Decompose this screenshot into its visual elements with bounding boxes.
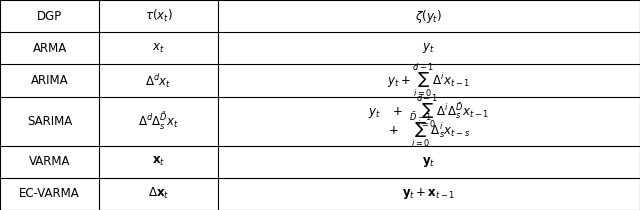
Text: $y_t + \sum_{i=0}^{d-1} \Delta^i x_{t-1}$: $y_t + \sum_{i=0}^{d-1} \Delta^i x_{t-1}… xyxy=(387,62,470,99)
Text: $x_t$: $x_t$ xyxy=(152,42,164,55)
Text: ARMA: ARMA xyxy=(33,42,67,55)
Text: $\mathbf{x}_t$: $\mathbf{x}_t$ xyxy=(152,155,165,168)
Text: $\zeta(y_t)$: $\zeta(y_t)$ xyxy=(415,8,442,25)
Text: VARMA: VARMA xyxy=(29,155,70,168)
Text: $y_t \quad+\quad \sum_{i=0}^{d-1} \Delta^i \Delta_s^{\bar{D}} x_{t-1}$: $y_t \quad+\quad \sum_{i=0}^{d-1} \Delta… xyxy=(368,93,490,130)
Text: SARIMA: SARIMA xyxy=(27,115,72,128)
Text: $+\quad \sum_{i=0}^{\bar{D}-1} \Delta_s^i x_{t-s}$: $+\quad \sum_{i=0}^{\bar{D}-1} \Delta_s^… xyxy=(388,111,470,149)
Text: DGP: DGP xyxy=(37,10,62,23)
Text: $y_t$: $y_t$ xyxy=(422,41,435,55)
Text: $\mathbf{y}_t$: $\mathbf{y}_t$ xyxy=(422,155,435,169)
Text: $\tau(x_t)$: $\tau(x_t)$ xyxy=(145,8,172,24)
Text: $\Delta^d x_t$: $\Delta^d x_t$ xyxy=(145,72,172,89)
Text: ARIMA: ARIMA xyxy=(31,74,68,87)
Text: $\Delta^d \Delta_s^{\tilde{D}} x_t$: $\Delta^d \Delta_s^{\tilde{D}} x_t$ xyxy=(138,110,179,132)
Text: $\mathbf{y}_t + \mathbf{x}_{t-1}$: $\mathbf{y}_t + \mathbf{x}_{t-1}$ xyxy=(402,186,456,201)
Text: EC-VARMA: EC-VARMA xyxy=(19,187,80,200)
Text: $\Delta\mathbf{x}_t$: $\Delta\mathbf{x}_t$ xyxy=(148,186,169,201)
